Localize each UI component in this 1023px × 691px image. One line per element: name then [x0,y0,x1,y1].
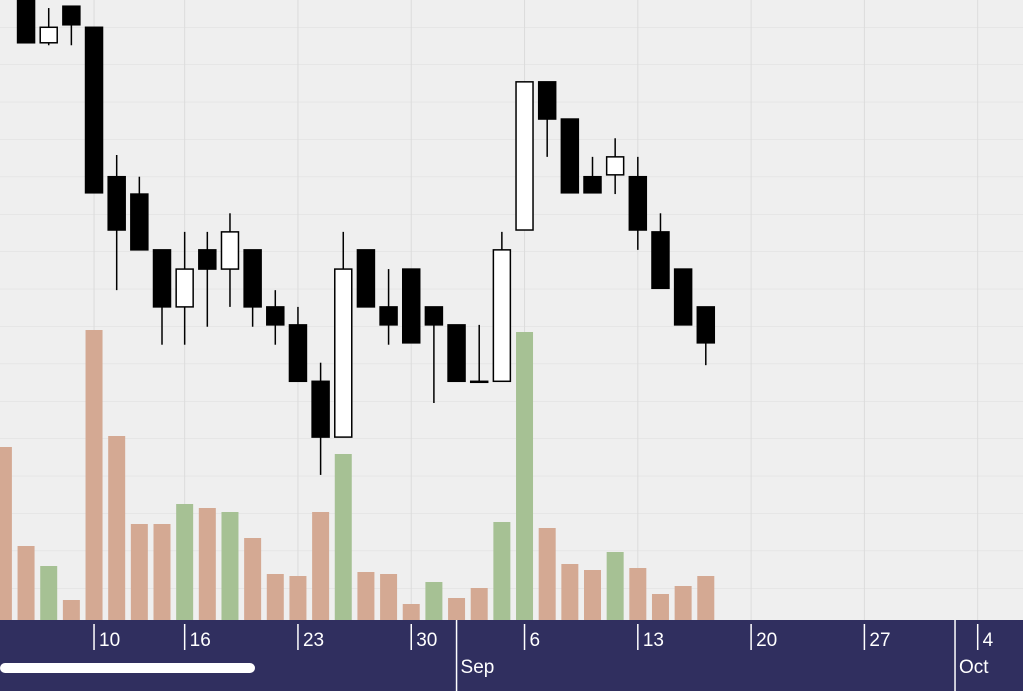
volume-bar [516,332,534,620]
candle-body [401,268,421,344]
volume-bar [312,512,330,620]
horizontal-grid [0,0,1023,620]
candle-body [62,5,81,26]
volume-bar [606,552,624,620]
volume-bar [357,572,375,620]
x-tick-label: 13 [643,630,664,651]
candle-body [560,118,580,194]
candle-body [696,306,716,344]
volume-bar [425,582,443,620]
candle-body [152,249,172,308]
x-tick-label: 23 [303,630,324,651]
volume-bar [244,538,262,620]
candle-body [220,231,240,270]
volume-bar [380,574,398,620]
candle-body [198,249,217,270]
x-tick-label: 10 [99,630,120,651]
volume-bar [289,576,307,620]
scrollbar[interactable] [0,663,255,673]
volume-bar [493,522,511,620]
volume-bar [40,566,58,620]
volume-bar [153,524,171,620]
candle-body [447,324,466,383]
x-tick-label: 27 [869,630,890,651]
candle-body [311,380,330,438]
volume-bar [697,576,715,620]
volume-bar [561,564,579,620]
volume-bar [108,436,126,620]
candle-body [651,231,670,290]
volume-bar [538,528,556,620]
candle-body [130,193,149,251]
volume-bar [651,594,669,620]
candle-body [175,268,194,308]
volume-bar [402,604,420,620]
x-axis: 10 16 23 30 6 13 20 27 4 Sep Oct [93,620,994,691]
candle-body [243,249,262,308]
candle-body [107,175,126,231]
volume-bar [629,568,647,620]
candle-body [334,268,353,438]
volume-layer [0,330,715,620]
volume-bar [130,524,148,620]
candle-body [356,249,376,308]
volume-bar [221,512,239,620]
x-tick-label: 20 [756,630,777,651]
candle-body [628,175,648,231]
volume-bar [470,588,488,620]
candle-body [379,306,398,326]
candle-body [424,306,444,326]
volume-bar [85,330,103,620]
volume-bar [17,546,35,620]
candle-body [492,249,512,383]
volume-bar [0,447,12,620]
candle-body [605,156,625,176]
candle-body [266,306,285,326]
candle-body [288,324,308,383]
candle-layer [16,0,716,475]
x-tick-label: 30 [416,630,437,651]
month-label: Oct [959,657,989,678]
axis-bar [0,620,1023,691]
volume-bar [448,598,466,620]
volume-bar [584,570,601,620]
candle-body [469,380,489,384]
x-tick-label: 6 [530,630,541,651]
candle-body [583,175,602,194]
candle-body [16,0,36,44]
candle-body [515,81,534,231]
candle-body [84,26,104,194]
volume-bar [334,454,352,620]
candle-body [39,26,58,44]
x-tick-label: 16 [190,630,211,651]
volume-bar [62,600,80,620]
volume-bar [674,586,692,620]
volume-bar [198,508,216,620]
x-tick-label: 4 [983,630,994,651]
candle-body [537,81,557,120]
volume-bar [266,574,284,620]
candle-body [673,268,693,326]
volume-bar [176,504,194,620]
month-label: Sep [461,657,495,678]
